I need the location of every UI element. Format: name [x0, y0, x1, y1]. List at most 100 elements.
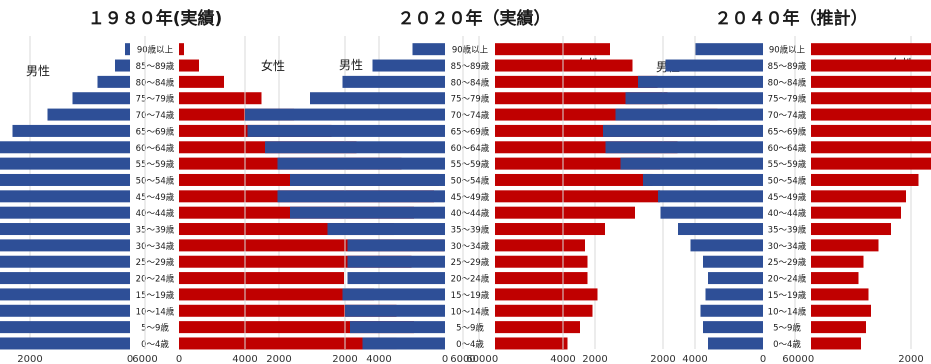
- age-label: 85～89歳: [768, 61, 807, 72]
- x-tick-label: 4000: [550, 354, 575, 364]
- bar-male: [0, 239, 130, 252]
- age-label: 45～49歳: [136, 192, 175, 203]
- age-label: 85～89歳: [451, 61, 490, 72]
- bar-male: [603, 124, 763, 137]
- age-label: 90歳以上: [452, 45, 489, 56]
- bar-male: [47, 108, 130, 121]
- age-label: 10～14歳: [768, 306, 807, 317]
- age-label: 80～84歳: [451, 77, 490, 88]
- x-tick-label: 0: [760, 354, 766, 364]
- age-label: 65～69歳: [768, 126, 807, 137]
- age-label: 25～29歳: [136, 257, 175, 268]
- age-label: 50～54歳: [768, 175, 807, 186]
- bar-male: [615, 108, 763, 121]
- x-tick-label: 4000: [682, 354, 707, 364]
- bar-male: [0, 255, 130, 268]
- bar-female: [495, 173, 653, 186]
- x-tick-label: 4000: [366, 354, 391, 364]
- bar-male: [342, 75, 445, 88]
- male-label: 男性: [26, 64, 50, 78]
- bar-female: [179, 304, 397, 317]
- bar-male: [265, 141, 445, 154]
- x-tick-label: 0: [492, 354, 498, 364]
- bar-female: [811, 124, 931, 137]
- bar-female: [495, 43, 610, 56]
- age-label: 0～4歳: [456, 339, 484, 350]
- bar-female: [179, 75, 224, 88]
- age-label: 35～39歳: [136, 225, 175, 236]
- bar-male: [0, 304, 130, 317]
- age-label: 90歳以上: [137, 45, 174, 56]
- age-label: 30～34歳: [136, 241, 175, 252]
- bar-male: [705, 288, 763, 301]
- age-label: 35～39歳: [768, 225, 807, 236]
- age-label: 40～44歳: [768, 208, 807, 219]
- bar-female: [811, 75, 931, 88]
- bar-male: [362, 337, 445, 350]
- bar-female: [179, 272, 344, 285]
- bar-male: [690, 239, 763, 252]
- bar-male: [0, 272, 130, 285]
- bar-female: [811, 321, 866, 334]
- bar-female: [811, 157, 931, 170]
- age-label: 30～34歳: [768, 241, 807, 252]
- bar-male: [412, 43, 445, 56]
- bar-female: [495, 59, 633, 72]
- x-tick-label: 0: [808, 354, 814, 364]
- age-label: 60～64歳: [451, 143, 490, 154]
- bar-male: [12, 124, 130, 137]
- bar-male: [0, 223, 130, 236]
- bar-female: [179, 59, 199, 72]
- age-label: 10～14歳: [136, 306, 175, 317]
- age-label: 15～19歳: [451, 290, 490, 301]
- bar-male: [277, 190, 445, 203]
- bar-female: [811, 108, 931, 121]
- bar-male: [290, 173, 445, 186]
- age-label: 65～69歳: [451, 126, 490, 137]
- bar-female: [179, 43, 184, 56]
- age-label: 40～44歳: [136, 208, 175, 219]
- bar-female: [179, 288, 374, 301]
- bar-male: [97, 75, 130, 88]
- bar-male: [665, 59, 763, 72]
- bar-male: [0, 337, 130, 350]
- bar-female: [811, 337, 861, 350]
- age-label: 60～64歳: [136, 143, 175, 154]
- bar-female: [495, 255, 588, 268]
- bar-male: [708, 272, 763, 285]
- bar-female: [495, 206, 635, 219]
- age-label: 45～49歳: [768, 192, 807, 203]
- age-label: 40～44歳: [451, 208, 490, 219]
- x-tick-label: 2000: [332, 354, 357, 364]
- x-tick-label: 6000: [466, 354, 491, 364]
- age-label: 55～59歳: [768, 159, 807, 170]
- x-tick-label: 6000: [782, 354, 807, 364]
- bar-male: [0, 206, 130, 219]
- age-label: 50～54歳: [451, 175, 490, 186]
- age-label: 20～24歳: [768, 274, 807, 285]
- bar-female: [811, 173, 919, 186]
- bar-male: [703, 321, 763, 334]
- bar-female: [495, 75, 658, 88]
- age-label: 35～39歳: [451, 225, 490, 236]
- bar-male: [247, 124, 445, 137]
- bar-female: [495, 239, 585, 252]
- x-tick-label: 6000: [132, 354, 157, 364]
- age-label: 75～79歳: [768, 94, 807, 105]
- age-label: 70～74歳: [136, 110, 175, 121]
- bar-female: [811, 206, 901, 219]
- bar-female: [811, 288, 869, 301]
- bar-male: [605, 141, 763, 154]
- bar-male: [638, 75, 763, 88]
- bar-male: [0, 157, 130, 170]
- bar-female: [495, 272, 588, 285]
- bar-male: [345, 304, 445, 317]
- age-label: 85～89歳: [136, 61, 175, 72]
- bar-female: [179, 337, 397, 350]
- bar-male: [0, 173, 130, 186]
- bar-male: [372, 59, 445, 72]
- x-tick-label: 2000: [266, 354, 291, 364]
- age-label: 30～34歳: [451, 241, 490, 252]
